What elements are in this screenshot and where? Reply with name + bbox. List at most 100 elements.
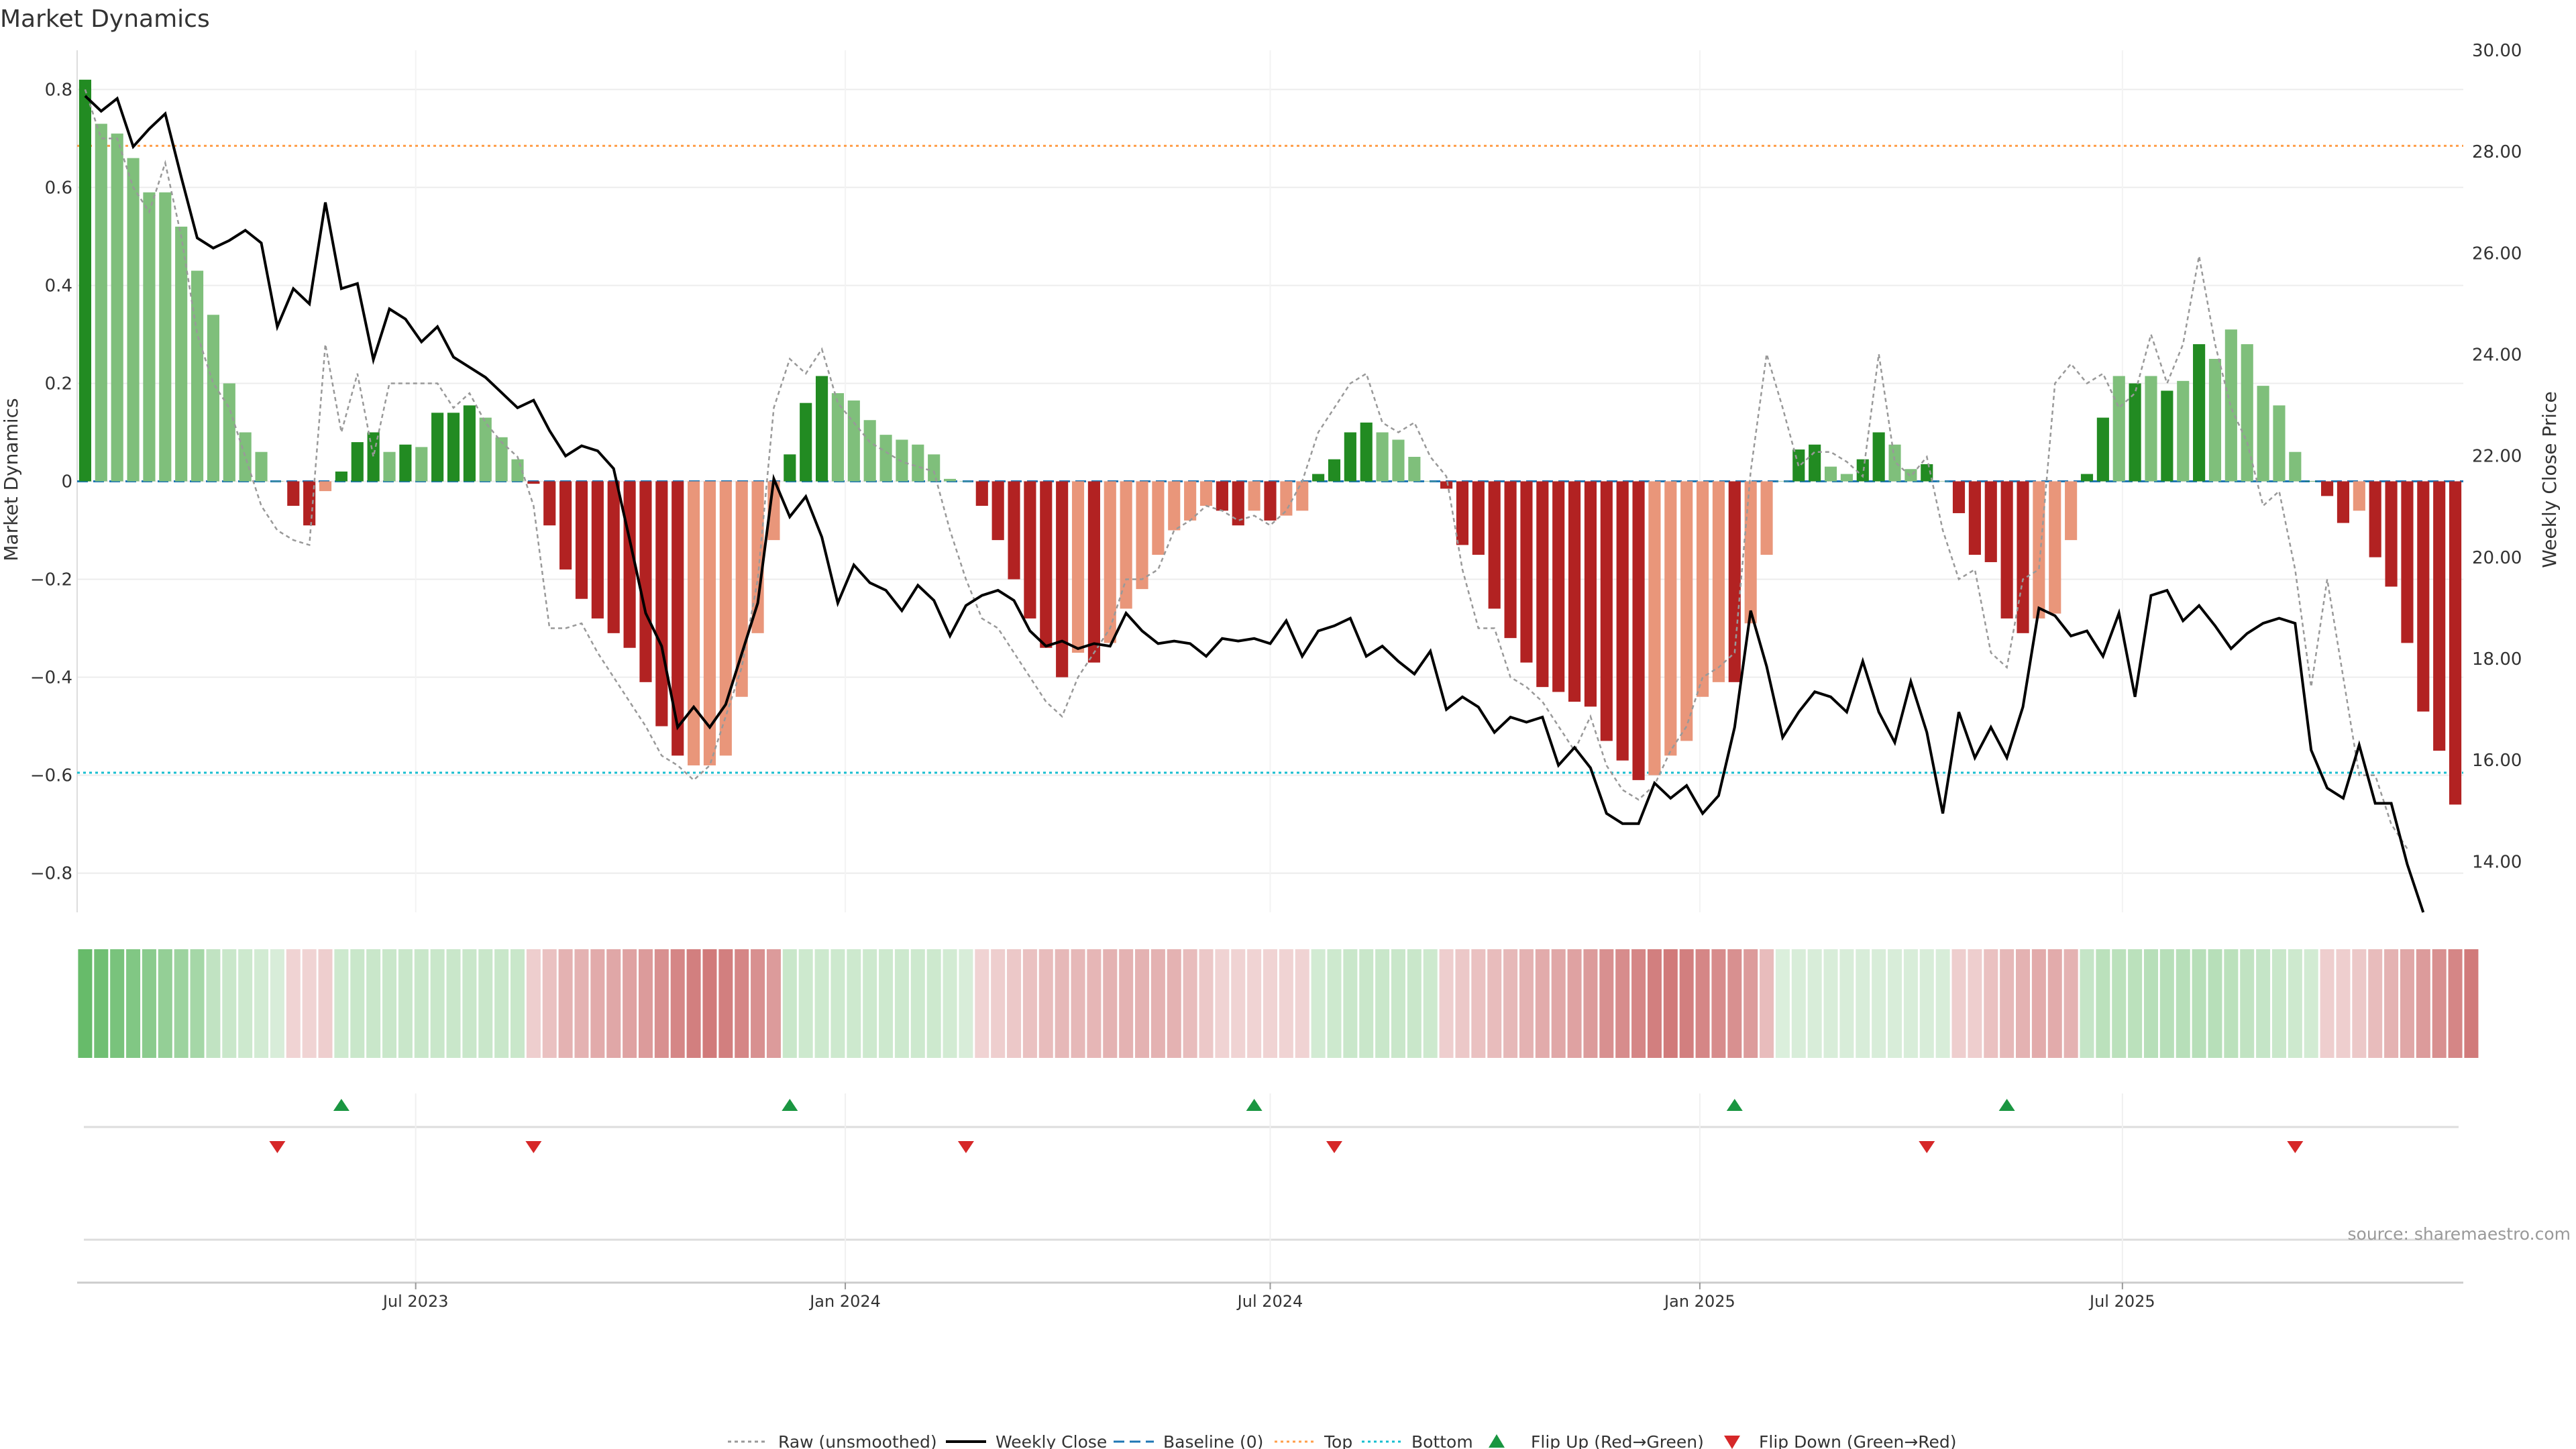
left-tick-label: 0.6 <box>45 178 72 198</box>
heatmap-cell <box>1968 949 1982 1058</box>
right-tick-label: 24.00 <box>2472 345 2522 366</box>
dynamics-bar <box>1488 481 1501 609</box>
flip-up-marker <box>1246 1099 1263 1111</box>
heatmap-cell <box>2368 949 2383 1058</box>
heatmap-cell <box>110 949 125 1058</box>
dynamics-bar <box>2449 481 2462 805</box>
heatmap-cell <box>590 949 605 1058</box>
heatmap-cell <box>1055 949 1069 1058</box>
heatmap-cell <box>1856 949 1870 1058</box>
heatmap-cell <box>670 949 685 1058</box>
heatmap-cell <box>2304 949 2318 1058</box>
left-tick-label: −0.2 <box>30 570 72 590</box>
dynamics-bar <box>543 481 556 526</box>
dynamics-bar <box>1296 481 1309 511</box>
heatmap-cell <box>526 949 541 1058</box>
heatmap-cell <box>1823 949 1838 1058</box>
heatmap-cell <box>975 949 989 1058</box>
heatmap-cell <box>1935 949 1950 1058</box>
heatmap-cell <box>894 949 909 1058</box>
dynamics-bar <box>2033 481 2045 619</box>
legend-flip-down-label: Flip Down (Green→Red) <box>1759 1432 1957 1449</box>
dynamics-bar <box>399 444 412 482</box>
dynamics-bar <box>1648 481 1661 775</box>
dynamics-bar <box>751 481 764 633</box>
dynamics-bar <box>1184 481 1197 521</box>
heatmap-cell <box>1839 949 1854 1058</box>
x-tick-label: Jul 2025 <box>2088 1292 2155 1311</box>
dynamics-bar <box>2080 474 2094 482</box>
chart-title: Market Dynamics <box>0 5 210 33</box>
flip-down-marker <box>1919 1141 1935 1153</box>
x-axis: Jul 2023 Jan 2024 Jul 2024 Jan 2025 Jul 2025 <box>77 1281 2463 1311</box>
heatmap-cell <box>2352 949 2367 1058</box>
heatmap-cell <box>1071 949 1085 1058</box>
heatmap-cell <box>1711 949 1726 1058</box>
flip-down-marker <box>957 1141 974 1153</box>
heatmap-cell <box>1007 949 1022 1058</box>
dynamics-bar <box>1632 481 1645 780</box>
dynamics-bar <box>2193 344 2206 482</box>
heatmap-cell <box>1551 949 1566 1058</box>
dynamics-bar <box>1392 439 1405 482</box>
dynamics-bar <box>1809 444 1821 482</box>
dynamics-bar <box>1248 481 1260 511</box>
dynamics-bar <box>1568 481 1581 702</box>
heatmap-cell <box>1471 949 1486 1058</box>
dynamics-bar <box>1680 481 1693 741</box>
dynamics-bar <box>2257 386 2269 482</box>
heatmap-cell <box>2288 949 2302 1058</box>
dynamics-bar <box>1824 466 1837 482</box>
dynamics-bar <box>319 481 332 492</box>
dynamics-bar <box>463 405 476 482</box>
heatmap-cell <box>2336 949 2351 1058</box>
heatmap-cell <box>222 949 237 1058</box>
heatmap-cell <box>943 949 957 1058</box>
dynamics-bar <box>1104 481 1116 643</box>
dynamics-bar <box>335 471 347 482</box>
legend-flip-down-icon <box>1724 1436 1740 1449</box>
heatmap-cell <box>414 949 429 1058</box>
heatmap-cell <box>2128 949 2143 1058</box>
dynamics-bar <box>2401 481 2414 643</box>
dynamics-bar <box>975 481 988 506</box>
heatmap-cell <box>350 949 365 1058</box>
heatmap-cell <box>1695 949 1710 1058</box>
right-tick-label: 16.00 <box>2472 751 2522 771</box>
heatmap-cell <box>1295 949 1309 1058</box>
legend: Raw (unsmoothed) Weekly Close Baseline (… <box>728 1432 1957 1449</box>
heatmap-cell <box>1199 949 1214 1058</box>
heatmap-cell <box>78 949 93 1058</box>
heatmap-cell <box>318 949 333 1058</box>
heatmap-cell <box>830 949 845 1058</box>
heatmap-cell <box>1599 949 1614 1058</box>
heatmap-cell <box>1119 949 1134 1058</box>
dynamics-bar <box>1087 481 1100 663</box>
dynamics-bar <box>1840 474 1853 482</box>
heatmap-cell <box>382 949 397 1058</box>
dynamics-bar <box>1952 481 1966 513</box>
heatmap-cell <box>1951 949 1966 1058</box>
heatmap-cell <box>2464 949 2479 1058</box>
flip-down-marker <box>525 1141 542 1153</box>
left-tick-label: −0.4 <box>30 668 72 688</box>
dynamics-bar <box>255 451 268 482</box>
right-tick-label: 20.00 <box>2472 548 2522 568</box>
dynamics-bar <box>2065 481 2078 541</box>
heatmap-cell <box>1215 949 1230 1058</box>
right-axis-ticks: 30.00 28.00 26.00 24.00 22.00 20.00 18.00 16.00… <box>2472 41 2522 872</box>
heatmap-cell <box>334 949 349 1058</box>
heatmap-cell <box>1135 949 1150 1058</box>
heatmap-cell <box>1407 949 1421 1058</box>
heatmap-cell <box>574 949 589 1058</box>
dynamics-bar <box>559 481 572 570</box>
dynamics-bar <box>1904 469 1917 482</box>
heatmap-cell <box>2271 949 2286 1058</box>
dynamics-bar <box>1199 481 1213 506</box>
heatmap-cell <box>910 949 925 1058</box>
heatmap-cell <box>814 949 829 1058</box>
heatmap-cell <box>206 949 221 1058</box>
dynamics-bar <box>1040 481 1053 648</box>
heatmap-cell <box>1327 949 1342 1058</box>
